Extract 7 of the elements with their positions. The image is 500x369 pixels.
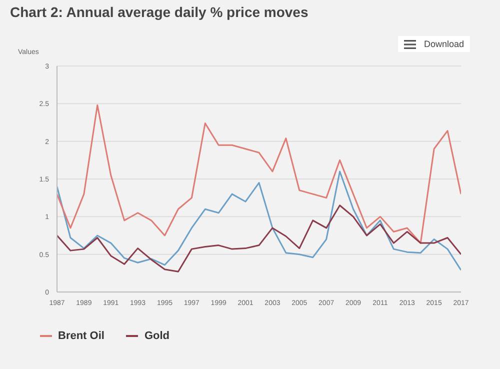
line-series bbox=[57, 204, 461, 272]
line-series bbox=[57, 170, 461, 271]
text: Download bbox=[424, 39, 464, 49]
chart-title: Chart 2: Annual average daily % price moves bbox=[10, 4, 308, 20]
line-series bbox=[57, 104, 461, 244]
legend-label: Brent Oil bbox=[58, 330, 104, 342]
legend-label: Gold bbox=[144, 330, 170, 342]
